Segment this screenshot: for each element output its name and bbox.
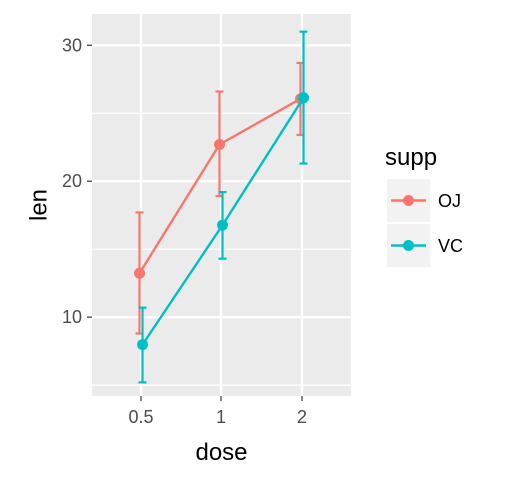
data-point bbox=[137, 339, 148, 351]
data-point bbox=[134, 267, 145, 279]
series-VC bbox=[137, 30, 309, 384]
major-gridlines bbox=[92, 14, 351, 396]
y-tick-label: 20 bbox=[62, 171, 82, 191]
legend-label: VC bbox=[438, 236, 463, 256]
data-point bbox=[217, 219, 228, 231]
y-axis: 10 20 30 bbox=[62, 35, 92, 327]
y-tick-label: 10 bbox=[62, 307, 82, 327]
x-axis-title: dose bbox=[195, 439, 247, 466]
y-tick-label: 30 bbox=[62, 35, 82, 55]
x-tick-label: 1 bbox=[216, 407, 226, 427]
legend-item-OJ: OJ bbox=[387, 179, 461, 222]
legend-point bbox=[403, 195, 414, 206]
data-point bbox=[214, 139, 225, 151]
y-axis-title: len bbox=[25, 189, 52, 221]
data-point bbox=[298, 92, 309, 104]
series-layer bbox=[134, 30, 309, 384]
legend-point bbox=[403, 240, 414, 251]
legend: supp OJ VC bbox=[385, 144, 463, 267]
legend-label: OJ bbox=[438, 191, 461, 211]
x-axis: 0.5 1 2 bbox=[128, 396, 307, 427]
x-tick-label: 0.5 bbox=[128, 407, 153, 427]
x-tick-label: 2 bbox=[297, 407, 307, 427]
legend-item-VC: VC bbox=[387, 224, 463, 267]
legend-title: supp bbox=[385, 144, 437, 171]
